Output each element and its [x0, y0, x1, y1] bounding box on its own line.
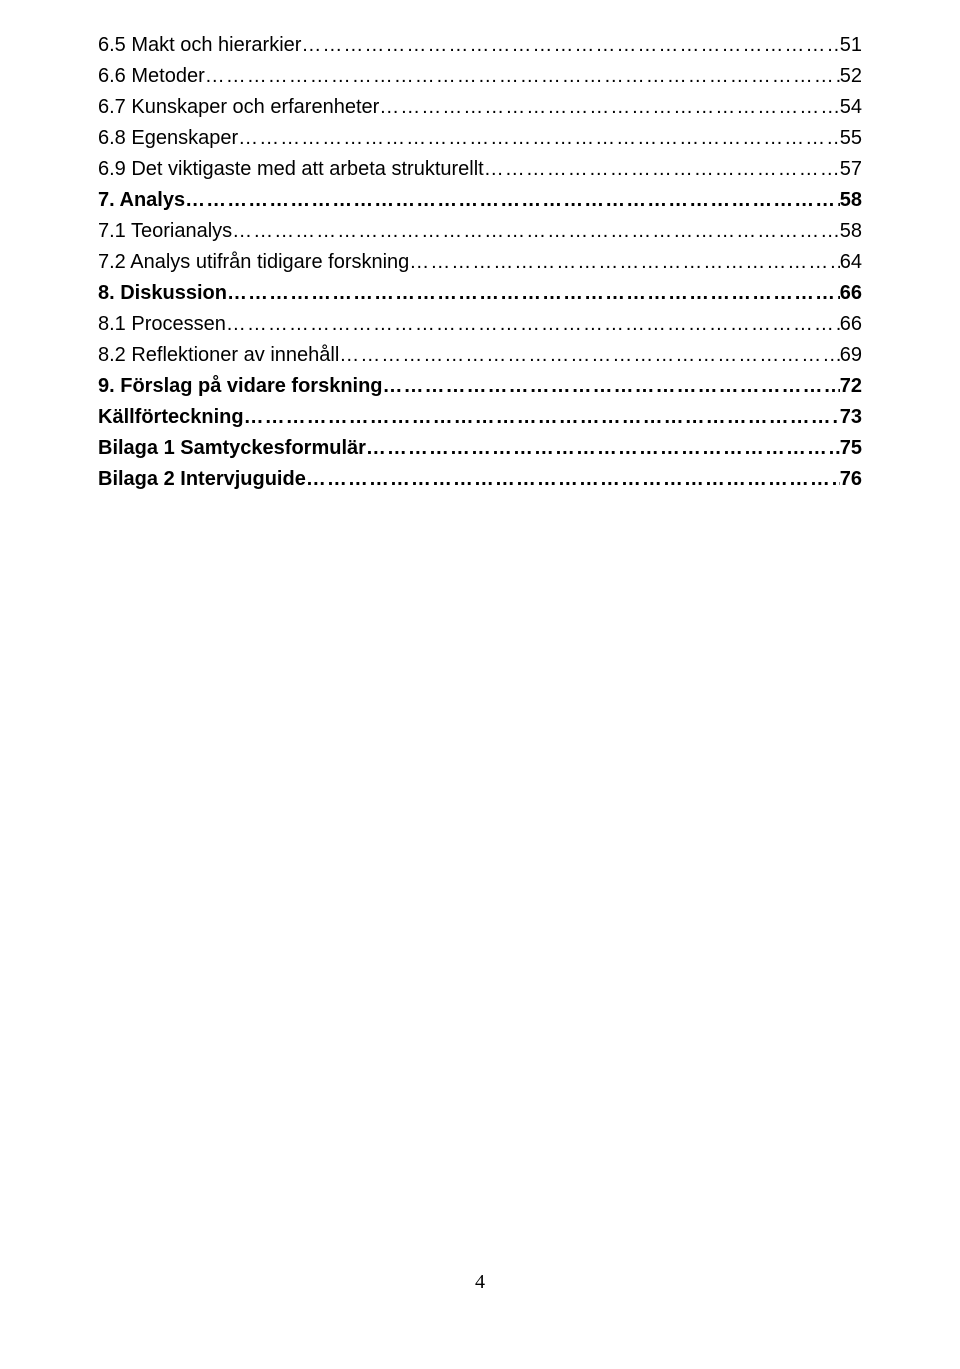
toc-leader: …………………………………………………………………………………………………………… [301, 30, 839, 61]
toc-leader: …………………………………………………………………………………………………………… [226, 309, 840, 340]
toc-entry-label: 7. Analys [98, 185, 185, 216]
toc-entry: 8.1 Processen………………………………………………………………………… [98, 309, 862, 340]
toc-entry-label: 8.1 Processen [98, 309, 226, 340]
toc-entry-label: 6.5 Makt och hierarkier [98, 30, 301, 61]
toc-entry-page: 76 [840, 464, 862, 495]
toc-entry-page: 64 [840, 247, 862, 278]
toc-entry-label: 8. Diskussion [98, 278, 227, 309]
toc-entry-page: 58 [840, 216, 862, 247]
toc-entry: 8.2 Reflektioner av innehåll………………………………… [98, 340, 862, 371]
toc-entry-label: 6.6 Metoder [98, 61, 205, 92]
toc-entry: 9. Förslag på vidare forskning…………………………… [98, 371, 862, 402]
toc-entry-page: 66 [840, 278, 862, 309]
toc-entry-label: Källförteckning [98, 402, 244, 433]
toc-leader: …………………………………………………………………………………………………………… [238, 123, 840, 154]
toc-entry: 6.5 Makt och hierarkier……………………………………………… [98, 30, 862, 61]
toc-entry-label: Bilaga 2 Intervjuguide [98, 464, 306, 495]
toc-entry: 6.7 Kunskaper och erfarenheter…………………………… [98, 92, 862, 123]
toc-entry-page: 51 [840, 30, 862, 61]
toc-entry-page: 52 [840, 61, 862, 92]
toc-entry-label: 6.9 Det viktigaste med att arbeta strukt… [98, 154, 484, 185]
toc-entry: Bilaga 2 Intervjuguide………………………………………………… [98, 464, 862, 495]
toc-entry-page: 73 [840, 402, 862, 433]
toc-entry-page: 75 [840, 433, 862, 464]
toc-leader: …………………………………………………………………………………………………………… [484, 154, 840, 185]
toc-leader: …………………………………………………………………………………………………………… [379, 92, 839, 123]
toc-entry-page: 58 [840, 185, 862, 216]
toc-entry-page: 55 [840, 123, 862, 154]
toc-entry-label: 8.2 Reflektioner av innehåll [98, 340, 339, 371]
page-number: 4 [0, 1271, 960, 1294]
toc-entry: Källförteckning…………………………………………………………………… [98, 402, 862, 433]
toc-entry-page: 57 [840, 154, 862, 185]
toc-entry-page: 54 [840, 92, 862, 123]
toc-entry: 7. Analys…………………………………………………………………………………… [98, 185, 862, 216]
toc-leader: …………………………………………………………………………………………………………… [383, 371, 840, 402]
toc-entry-page: 66 [840, 309, 862, 340]
toc-entry-label: 6.7 Kunskaper och erfarenheter [98, 92, 379, 123]
toc-leader: …………………………………………………………………………………………………………… [366, 433, 840, 464]
toc-leader: …………………………………………………………………………………………………………… [306, 464, 840, 495]
toc-entry: 6.9 Det viktigaste med att arbeta strukt… [98, 154, 862, 185]
toc-entry: Bilaga 1 Samtyckesformulär……………………………………… [98, 433, 862, 464]
toc-entry-label: 6.8 Egenskaper [98, 123, 238, 154]
toc-entry: 7.1 Teorianalys…………………………………………………………………… [98, 216, 862, 247]
toc-entry-label: 7.2 Analys utifrån tidigare forskning [98, 247, 409, 278]
toc-entry: 8. Diskussion………………………………………………………………………… [98, 278, 862, 309]
toc-entry-label: 9. Förslag på vidare forskning [98, 371, 383, 402]
toc-entry-label: 7.1 Teorianalys [98, 216, 232, 247]
toc-leader: …………………………………………………………………………………………………………… [205, 61, 840, 92]
toc-entry-page: 69 [840, 340, 862, 371]
toc-entry: 6.6 Metoder……………………………………………………………………………… [98, 61, 862, 92]
toc-leader: …………………………………………………………………………………………………………… [232, 216, 840, 247]
toc-leader: …………………………………………………………………………………………………………… [409, 247, 839, 278]
toc-leader: …………………………………………………………………………………………………………… [244, 402, 840, 433]
toc-entry-label: Bilaga 1 Samtyckesformulär [98, 433, 366, 464]
toc-entry: 6.8 Egenskaper……………………………………………………………………… [98, 123, 862, 154]
toc-leader: …………………………………………………………………………………………………………… [185, 185, 840, 216]
toc-entry-page: 72 [840, 371, 862, 402]
toc-leader: …………………………………………………………………………………………………………… [339, 340, 839, 371]
toc-leader: …………………………………………………………………………………………………………… [227, 278, 840, 309]
toc-entry: 7.2 Analys utifrån tidigare forskning………… [98, 247, 862, 278]
table-of-contents: 6.5 Makt och hierarkier……………………………………………… [98, 30, 862, 495]
